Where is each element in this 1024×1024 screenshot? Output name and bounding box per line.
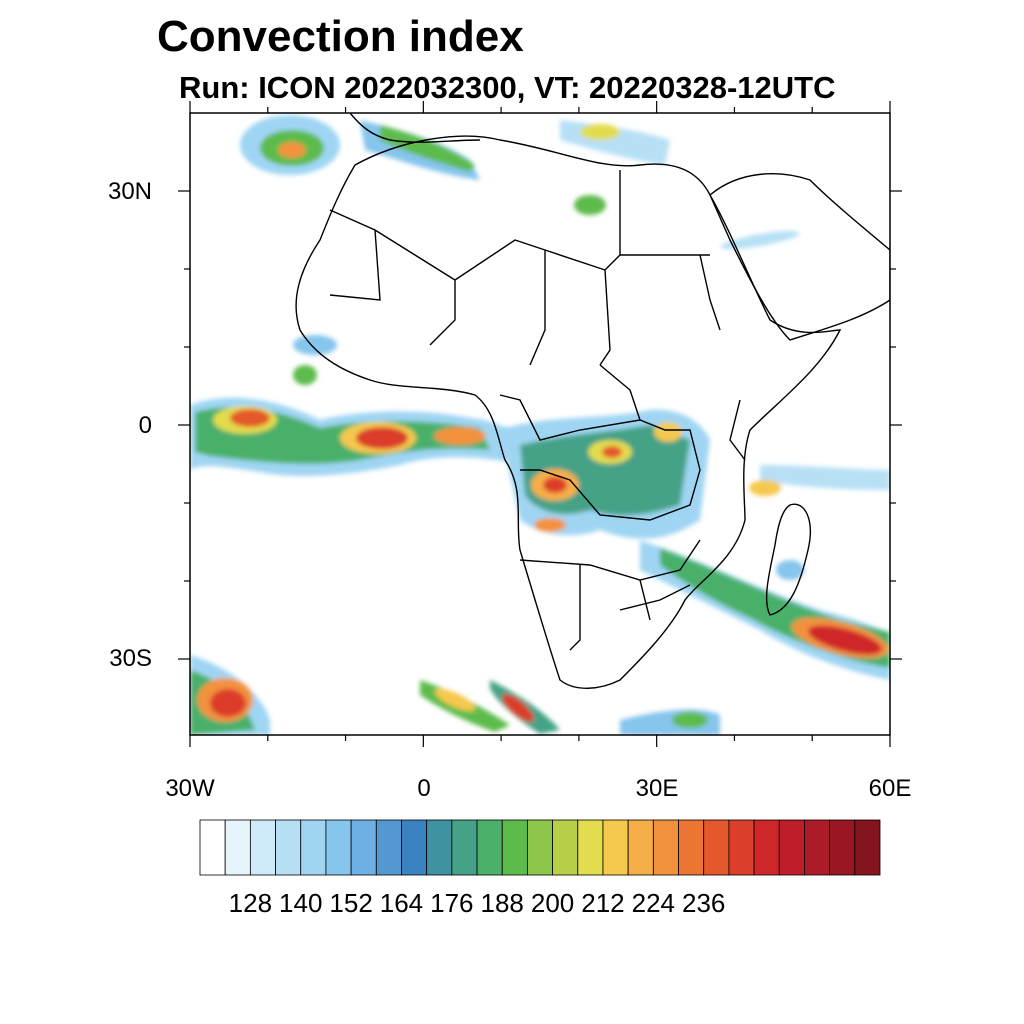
colorbar-label: 188: [480, 888, 524, 918]
misc-convection: [293, 230, 804, 580]
colorbar-box: [652, 819, 679, 876]
lat-label-30s: 30S: [109, 645, 152, 672]
lon-label-0: 0: [417, 775, 431, 802]
colorbar-box: [778, 819, 805, 876]
colorbar-box: [451, 819, 478, 876]
colorbar-box: [552, 819, 579, 876]
colorbar-box: [375, 819, 402, 876]
lon-label-60e: 60E: [868, 775, 912, 802]
map-title: Convection index: [157, 12, 524, 61]
colorbar-box: [426, 819, 453, 876]
colorbar-box: [401, 819, 428, 876]
lon-label-30e: 30E: [635, 775, 679, 802]
colorbar-box: [275, 819, 302, 876]
atlantic-convection-band: [190, 397, 510, 476]
colorbar-box: [804, 819, 831, 876]
colorbar-label: 212: [581, 888, 625, 918]
colorbar-box: [829, 819, 856, 876]
axis-ticks: [178, 101, 902, 747]
colorbar-box: [627, 819, 654, 876]
border-2: [499, 364, 746, 521]
colorbar-box: [703, 819, 730, 876]
africa-coastline: [295, 135, 842, 689]
colorbar-box: [602, 819, 629, 876]
iberia-coast: [349, 113, 481, 143]
colorbar-label: 224: [631, 888, 676, 918]
lon-label-30w: 30W: [165, 775, 215, 802]
lat-label-0: 0: [138, 412, 152, 439]
convection-field: [190, 115, 890, 735]
colorbar-box: [300, 819, 327, 876]
madagascar: [765, 503, 811, 616]
colorbar-label: 140: [279, 888, 323, 918]
coastline-borders: [295, 113, 890, 689]
colorbar-box: [476, 819, 503, 876]
border-1: [329, 170, 721, 366]
border-3: [519, 539, 701, 651]
colorbar-label: 128: [228, 888, 273, 918]
colorbar-label: 200: [530, 888, 575, 918]
lat-label-30n: 30N: [107, 178, 152, 205]
colorbar-box: [854, 819, 881, 876]
colorbar-label: 164: [379, 888, 424, 918]
arabia: [709, 173, 890, 341]
colorbar-box: [527, 819, 553, 876]
indian-ocean-band: [640, 465, 890, 680]
colorbar-box: [350, 819, 377, 876]
colorbar-box: [577, 819, 604, 876]
colorbar-box: [753, 819, 780, 876]
congo-convection: [500, 409, 710, 539]
colorbar-box: [199, 819, 226, 876]
colorbar-label: 236: [682, 888, 726, 918]
map-subtitle: Run: ICON 2022032300, VT: 20220328-12UTC: [179, 70, 836, 105]
colorbar-label: 152: [329, 888, 373, 918]
colorbar-box: [728, 819, 755, 876]
north-atlantic-cyclone: [240, 115, 670, 215]
colorbar-box: [249, 819, 276, 876]
colorbar-box: [678, 819, 705, 876]
colorbar-box: [325, 819, 352, 876]
colorbar-box: [224, 819, 251, 876]
colorbar-boxes: [199, 819, 881, 876]
southern-systems: [190, 655, 720, 735]
colorbar-box: [501, 819, 528, 876]
map-frame: [189, 112, 891, 736]
colorbar-label: 176: [430, 888, 474, 918]
